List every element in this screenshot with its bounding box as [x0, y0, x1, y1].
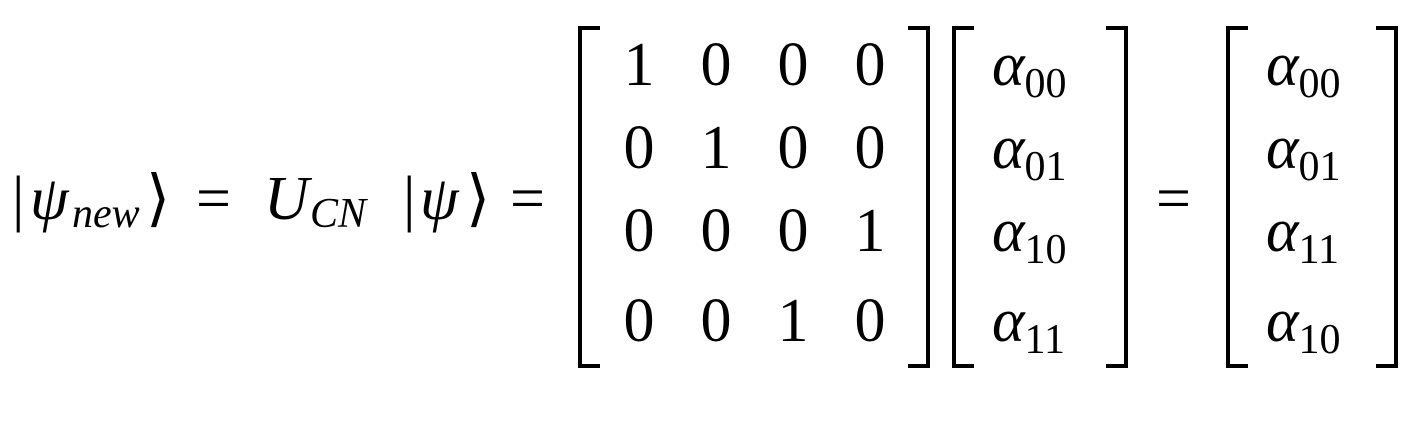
lhs-psi-subscript: new [72, 191, 140, 237]
matrix-cell: 0 [700, 197, 732, 265]
input-vector-right-bracket [1106, 26, 1128, 368]
alpha-symbol: α [992, 287, 1025, 355]
lhs-ket-open: | [12, 165, 25, 233]
output-vector-right-bracket [1376, 26, 1398, 368]
matrix-cell: 1 [777, 287, 809, 355]
operator-symbol: U [264, 165, 309, 233]
matrix-cell: 0 [777, 114, 809, 182]
input-vector-entry: α10 [992, 197, 1067, 271]
operator-ket-close: ⟩ [466, 165, 491, 233]
operator-psi: ψ [420, 165, 459, 233]
input-vector-entry: α00 [992, 31, 1067, 105]
input-vector-entry: α01 [992, 114, 1067, 188]
matrix-cell: 1 [623, 31, 655, 99]
alpha-symbol: α [1266, 114, 1299, 182]
matrix-cell: 0 [777, 197, 809, 265]
matrix-cell: 0 [700, 287, 732, 355]
matrix-right-bracket [908, 26, 930, 368]
matrix-cell: 0 [700, 31, 732, 99]
alpha-index: 11 [1298, 227, 1339, 273]
input-vector-left-bracket [952, 26, 974, 368]
alpha-symbol: α [1266, 287, 1299, 355]
alpha-index: 10 [1298, 317, 1341, 363]
matrix-cell: 0 [777, 31, 809, 99]
lhs-ket-close: ⟩ [146, 165, 171, 233]
matrix-cell: 1 [700, 114, 732, 182]
alpha-index: 01 [1024, 144, 1067, 190]
equals-sign-1: = [196, 165, 231, 233]
input-vector-entry: α11 [992, 287, 1065, 361]
output-vector-left-bracket [1226, 26, 1248, 368]
output-vector-entry: α10 [1266, 287, 1341, 361]
alpha-symbol: α [1266, 31, 1299, 99]
matrix-cell: 0 [623, 287, 655, 355]
operator-subscript: CN [310, 191, 367, 237]
alpha-symbol: α [992, 114, 1025, 182]
matrix-cell: 0 [623, 197, 655, 265]
equals-sign-2: = [510, 165, 545, 233]
matrix-cell: 0 [854, 287, 886, 355]
alpha-symbol: α [1266, 197, 1299, 265]
operator-ket-open: | [403, 165, 416, 233]
alpha-symbol: α [992, 197, 1025, 265]
matrix-cell: 1 [854, 197, 886, 265]
output-vector-entry: α01 [1266, 114, 1341, 188]
matrix-cell: 0 [854, 31, 886, 99]
alpha-index: 00 [1024, 61, 1067, 107]
output-vector-entry: α11 [1266, 197, 1339, 271]
alpha-index: 11 [1024, 317, 1065, 363]
matrix-cell: 0 [854, 114, 886, 182]
alpha-index: 00 [1298, 61, 1341, 107]
matrix-left-bracket [578, 26, 600, 368]
matrix-cell: 0 [623, 114, 655, 182]
lhs-psi: ψ [30, 165, 69, 233]
equals-sign-3: = [1156, 165, 1191, 233]
output-vector-entry: α00 [1266, 31, 1341, 105]
alpha-symbol: α [992, 31, 1025, 99]
alpha-index: 01 [1298, 144, 1341, 190]
alpha-index: 10 [1024, 227, 1067, 273]
